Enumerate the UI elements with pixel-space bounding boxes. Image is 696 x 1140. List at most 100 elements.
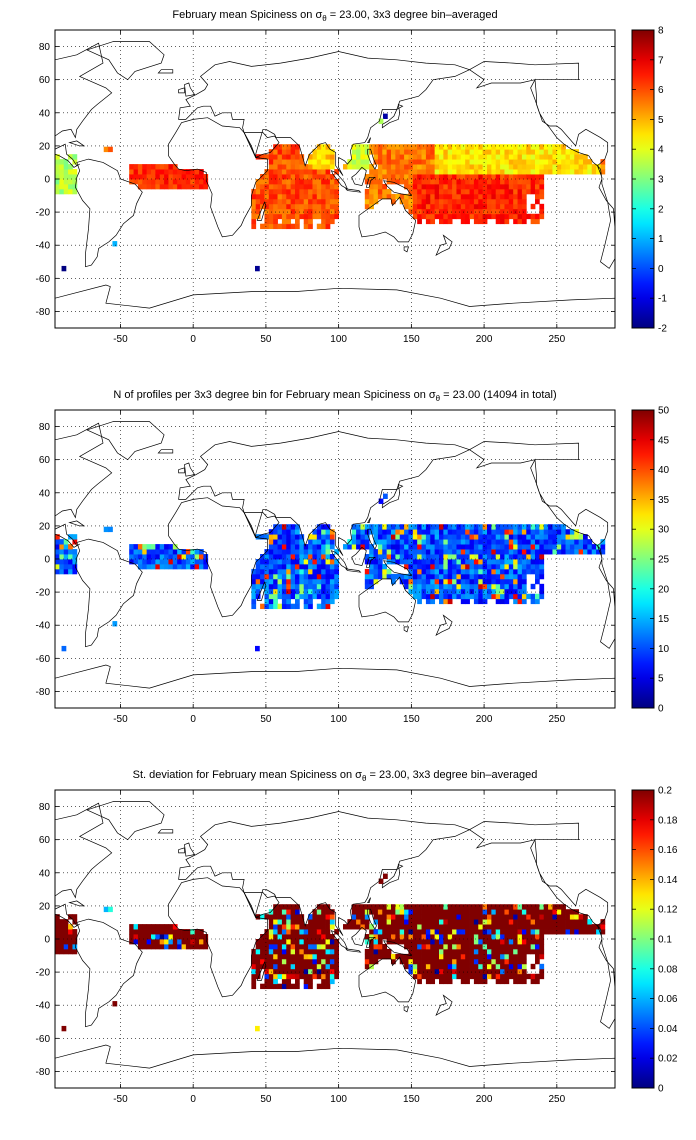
data-cell <box>473 929 479 935</box>
y-tick-label: -20 <box>36 208 51 219</box>
data-cell <box>412 583 418 590</box>
data-cell <box>290 188 296 195</box>
data-cell <box>321 568 326 575</box>
data-cell <box>286 529 292 535</box>
data-cell <box>316 144 322 150</box>
data-cell <box>460 208 466 215</box>
data-cell <box>526 144 532 150</box>
data-cell <box>395 193 401 200</box>
data-cell <box>295 924 300 930</box>
data-cell <box>504 958 510 965</box>
data-cell <box>452 524 457 530</box>
data-cell <box>382 549 388 555</box>
data-cell <box>404 573 409 580</box>
data-cell <box>303 583 309 590</box>
data-cell <box>517 203 523 210</box>
data-cell <box>268 573 274 580</box>
data-cell <box>508 914 514 920</box>
data-cell <box>482 188 488 195</box>
data-cell <box>334 593 340 600</box>
data-cell <box>321 539 326 545</box>
data-cell <box>535 934 540 940</box>
data-cell <box>316 559 322 565</box>
data-cell <box>473 978 479 985</box>
data-cell <box>460 539 466 545</box>
data-cell <box>316 213 322 220</box>
data-cell <box>439 539 444 545</box>
data-cell <box>172 924 178 930</box>
data-cell <box>364 188 370 195</box>
data-cell <box>290 164 296 170</box>
data-cell <box>172 179 178 185</box>
data-cell <box>521 159 527 165</box>
data-cell <box>504 588 510 595</box>
data-cell <box>142 183 148 190</box>
data-cell <box>364 174 370 180</box>
data-cell <box>434 203 440 210</box>
data-cell <box>495 164 501 170</box>
data-cell <box>321 588 326 595</box>
data-cell <box>194 554 200 560</box>
data-cell <box>535 529 540 535</box>
data-cell <box>495 578 501 585</box>
data-cell <box>137 934 143 940</box>
data-cell <box>194 549 200 555</box>
data-cell <box>395 549 401 555</box>
data-cell <box>63 948 69 955</box>
data-cell <box>430 198 436 205</box>
data-cell <box>399 544 405 550</box>
data-cell <box>513 939 518 945</box>
data-cell <box>469 963 475 970</box>
data-cell <box>299 174 305 180</box>
data-cell <box>312 193 318 200</box>
data-cell <box>308 573 313 580</box>
data-cell <box>425 149 431 155</box>
data-cell <box>421 213 427 220</box>
data-cell <box>408 583 414 590</box>
data-cell <box>500 914 505 920</box>
data-cell <box>295 159 300 165</box>
data-cell <box>290 919 296 925</box>
data-cell <box>482 554 488 560</box>
data-cell <box>473 973 479 980</box>
data-cell <box>430 953 436 960</box>
data-cell <box>399 154 405 160</box>
data-cell <box>482 559 488 565</box>
data-cell <box>439 583 444 590</box>
data-cell <box>290 529 296 535</box>
data-cell <box>535 924 540 930</box>
data-cell <box>399 193 405 200</box>
data-cell <box>268 578 274 585</box>
data-cell <box>539 973 545 980</box>
data-cell <box>264 953 270 960</box>
data-cell <box>425 544 431 550</box>
data-cell <box>55 544 60 550</box>
data-cell <box>408 934 414 940</box>
data-cell <box>325 593 331 600</box>
data-cell <box>417 529 422 535</box>
data-cell <box>286 983 292 990</box>
data-cell <box>277 588 283 595</box>
data-cell <box>281 973 287 980</box>
data-cell <box>146 563 152 570</box>
data-cell <box>469 578 475 585</box>
data-cell <box>500 188 505 195</box>
data-cell <box>408 958 414 965</box>
data-cell <box>273 534 278 540</box>
data-cell <box>578 159 584 165</box>
data-cell <box>408 164 414 170</box>
data-cell <box>539 573 545 580</box>
data-cell <box>303 179 309 185</box>
data-cell <box>264 983 270 990</box>
data-cell <box>360 524 366 530</box>
data-cell <box>425 924 431 930</box>
data-cell <box>504 929 510 935</box>
data-cell <box>334 198 340 205</box>
data-cell <box>425 934 431 940</box>
data-cell <box>386 144 392 150</box>
data-cell <box>460 578 466 585</box>
data-cell <box>408 149 414 155</box>
data-cell <box>535 563 540 570</box>
data-cell <box>386 904 392 910</box>
data-cell <box>286 909 292 915</box>
